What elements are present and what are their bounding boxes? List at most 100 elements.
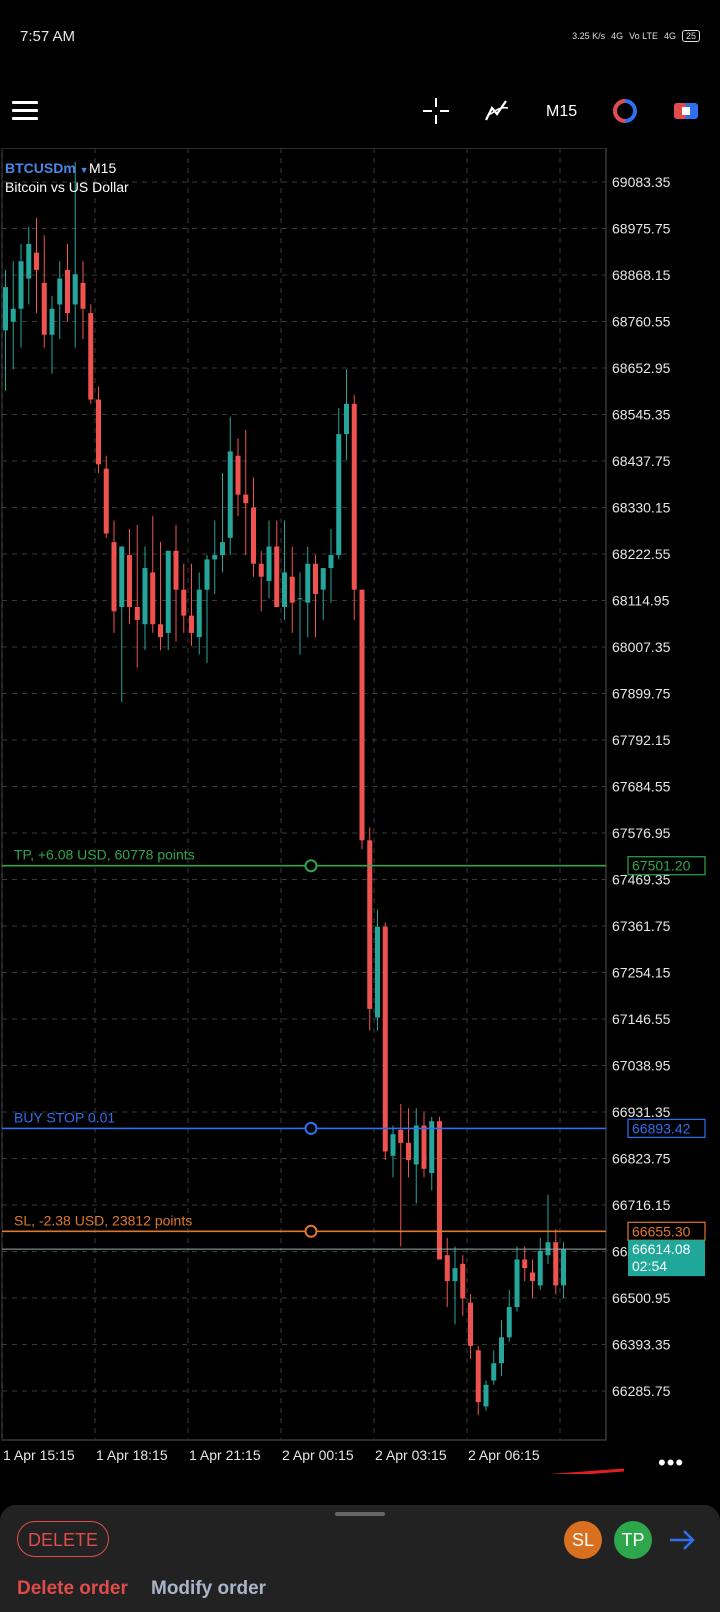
candle-body (351, 403, 357, 590)
candle-body (506, 1307, 512, 1338)
dropdown-icon: ▼ (79, 165, 89, 175)
candle-body (437, 1121, 442, 1260)
candle-body (313, 563, 318, 594)
status-time: 7:57 AM (20, 28, 76, 45)
sl-handle (304, 1224, 318, 1238)
chart-symbol[interactable]: BTCUSDm ▼ (5, 160, 89, 176)
candle (460, 1255, 466, 1316)
candle (204, 555, 210, 664)
candle (406, 1108, 411, 1178)
candle-body (212, 555, 218, 560)
delete-order-link[interactable]: Delete order (17, 1578, 128, 1599)
candle (320, 568, 326, 620)
candle-body (127, 555, 132, 607)
candle-body (297, 598, 303, 600)
candle-body (165, 550, 171, 633)
candle (96, 386, 101, 473)
candle (313, 555, 318, 638)
one-click-trading-icon[interactable] (671, 96, 701, 126)
candle (289, 546, 295, 633)
buy-stop-price: 66893.42 (632, 1120, 691, 1136)
candle-body (26, 243, 32, 279)
candle (34, 218, 39, 314)
price-label: 67899.75 (612, 686, 671, 702)
price-label: 68760.55 (612, 314, 671, 330)
candle-body (49, 308, 55, 335)
candle-body (382, 926, 388, 1152)
candle (72, 161, 78, 348)
crosshair-icon[interactable] (421, 96, 451, 126)
candle-body (522, 1259, 528, 1269)
candle (49, 295, 55, 374)
time-label: 2 Apr 06:15 (468, 1447, 540, 1463)
candle-body (561, 1249, 566, 1286)
drag-handle[interactable] (335, 1512, 385, 1516)
chart-description: Bitcoin vs US Dollar (5, 179, 129, 195)
candle-body (251, 507, 256, 564)
candle-body (220, 542, 225, 556)
timeframe-button[interactable]: M15 (546, 103, 578, 120)
price-label: 67361.75 (612, 918, 671, 934)
candle (18, 243, 24, 348)
candle-body (41, 282, 47, 335)
candle-body (444, 1255, 450, 1282)
candle (88, 304, 94, 404)
time-label: 1 Apr 21:15 (189, 1447, 261, 1463)
price-label: 67576.95 (612, 825, 671, 841)
more-icon[interactable]: ••• (658, 1450, 685, 1475)
candle-body (320, 568, 326, 590)
candle (297, 572, 303, 655)
order-panel (0, 1505, 720, 1612)
candle (421, 1112, 427, 1178)
net-speed: 3.25 K/s (572, 31, 606, 41)
candle-body (460, 1263, 466, 1299)
candle (3, 269, 8, 391)
delete-button[interactable]: DELETE (17, 1521, 109, 1557)
candle-body (452, 1268, 458, 1282)
modify-order-link[interactable]: Modify order (151, 1578, 267, 1599)
candle (134, 524, 140, 668)
trade-icon[interactable] (610, 96, 640, 126)
candle-body (34, 252, 39, 270)
price-label: 69083.35 (612, 174, 671, 190)
candle (483, 1380, 489, 1411)
candle-body (142, 568, 148, 625)
buy-stop-handle (304, 1121, 318, 1135)
candle-body (328, 555, 334, 569)
menu-icon[interactable] (12, 101, 38, 121)
price-label: 66931.35 (612, 1104, 671, 1120)
candle-body (344, 403, 349, 435)
price-label: 68330.15 (612, 500, 671, 516)
arrow-right-icon[interactable] (666, 1524, 698, 1556)
candle (243, 429, 249, 556)
tp-handle (304, 859, 318, 873)
price-label: 66393.35 (612, 1337, 671, 1353)
price-label: 67684.55 (612, 779, 671, 795)
tp-button[interactable]: TP (614, 1521, 652, 1559)
sl-button[interactable]: SL (564, 1521, 602, 1559)
candle-body (530, 1272, 535, 1282)
time-axis: 1 Apr 15:15 1 Apr 18:15 1 Apr 21:15 2 Apr 0… (3, 1447, 540, 1463)
candle-body (80, 282, 86, 309)
candle-body (266, 546, 272, 582)
candle (127, 529, 132, 625)
candle (382, 922, 388, 1161)
indicators-icon[interactable] (482, 96, 512, 126)
time-label: 1 Apr 15:15 (3, 1447, 75, 1463)
price-label: 68975.75 (612, 221, 671, 237)
trend-line (549, 1468, 625, 1474)
candle (165, 550, 171, 651)
candle (266, 520, 272, 599)
candle-body (88, 313, 94, 400)
candle-body (491, 1363, 497, 1381)
price-chart[interactable]: 69083.35 68975.75 68868.15 68760.55 68652.95… (0, 148, 720, 1474)
chart-timeframe: M15 (89, 160, 117, 176)
candle (158, 542, 163, 651)
candle (282, 520, 287, 620)
candle-body (514, 1259, 520, 1308)
candle-body (553, 1242, 559, 1286)
candle-body (243, 494, 249, 504)
price-label: 68868.15 (612, 267, 671, 283)
candle (522, 1246, 528, 1282)
buy-stop-label: BUY STOP 0.01 (14, 1109, 115, 1125)
